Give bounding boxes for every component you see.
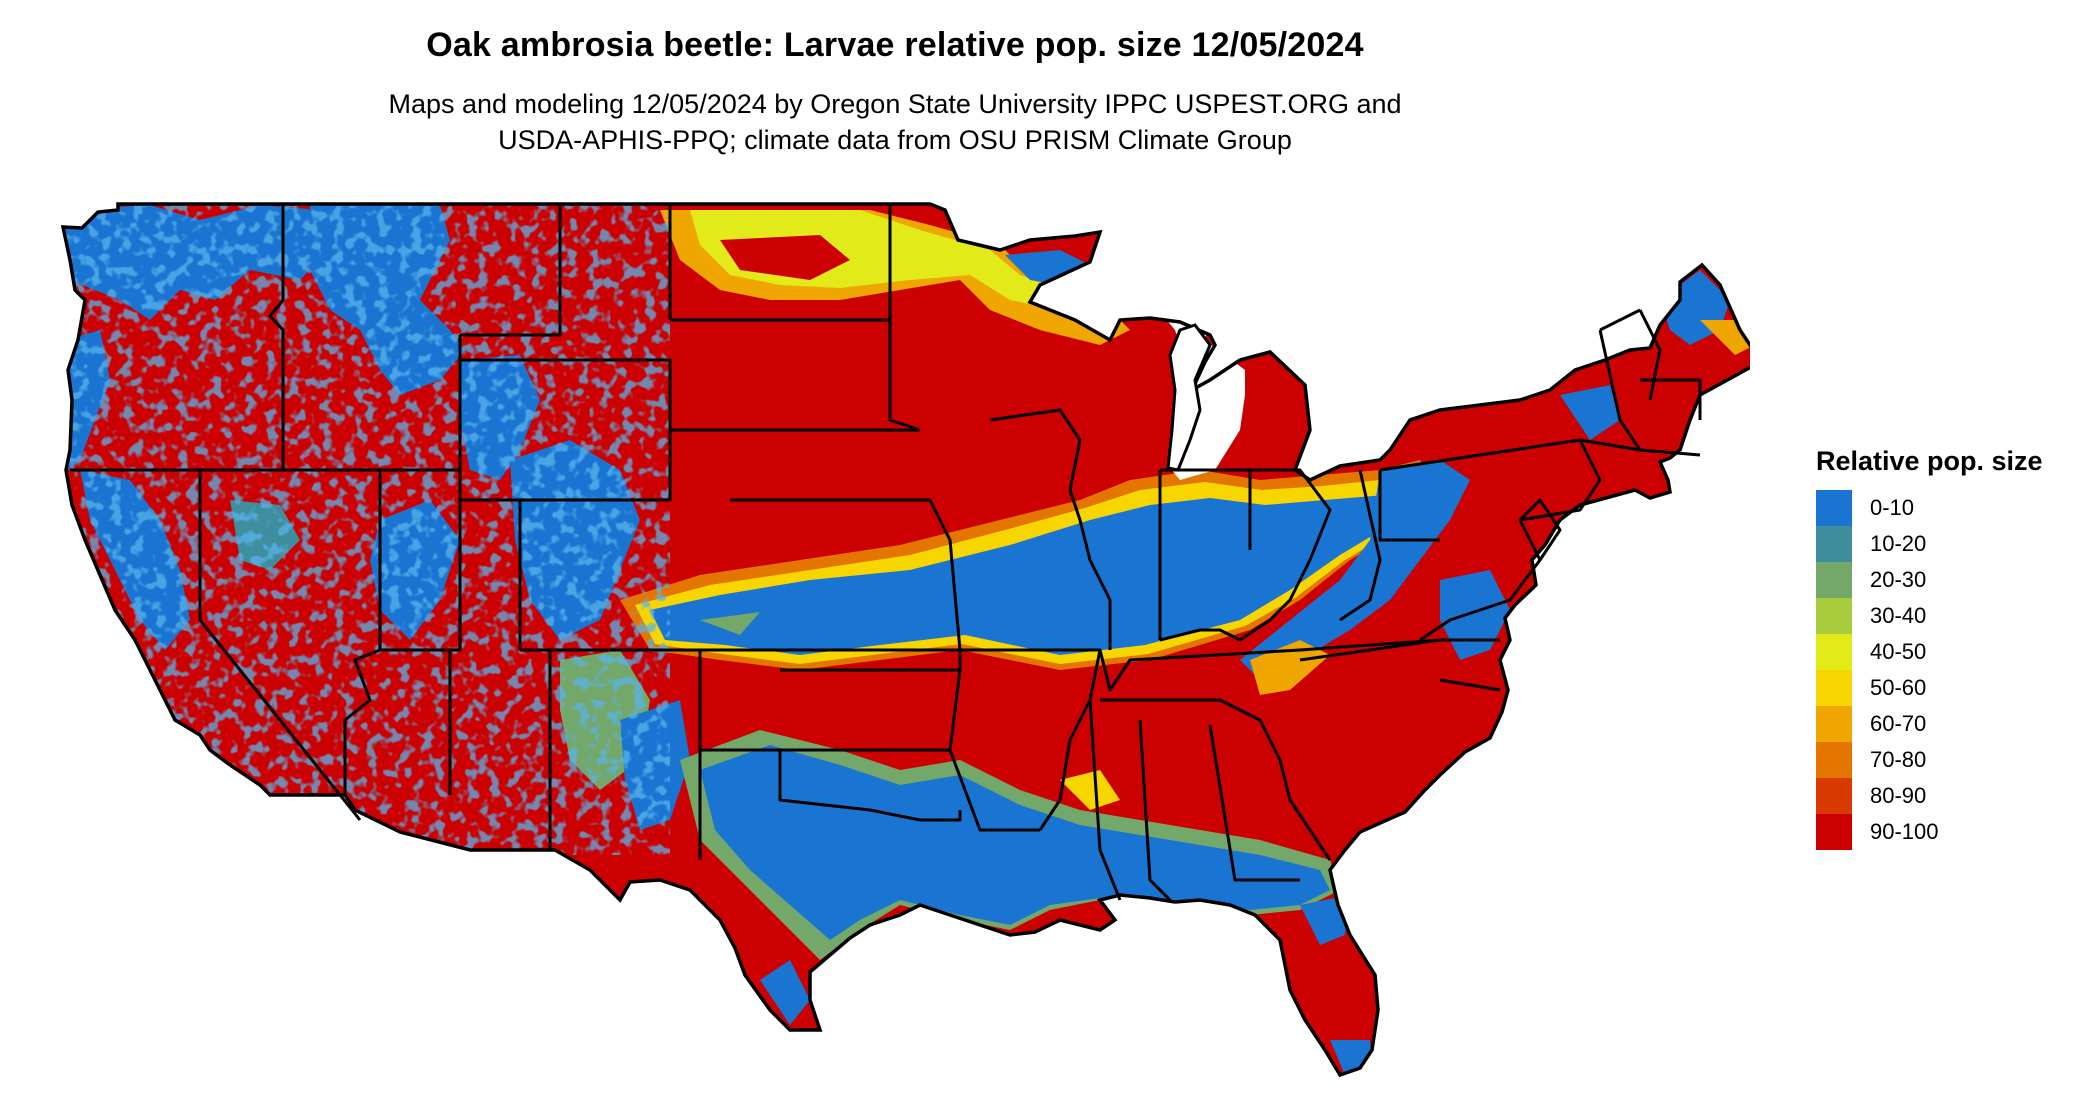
heat-layer (63, 204, 1750, 1075)
legend-item: 80-90 (1816, 778, 2086, 814)
legend-swatch (1816, 670, 1852, 706)
subtitle-line-2: USDA-APHIS-PPQ; climate data from OSU PR… (498, 125, 1292, 155)
legend-swatch (1816, 490, 1852, 526)
legend-label: 0-10 (1870, 495, 1915, 520)
legend-label: 30-40 (1870, 603, 1927, 628)
legend-label: 70-80 (1870, 747, 1927, 772)
legend: Relative pop. size 0-10 10-20 20-30 30-40 40… (1816, 446, 2086, 850)
legend-label: 20-30 (1870, 567, 1927, 592)
subtitle-line-1: Maps and modeling 12/05/2024 by Oregon S… (388, 89, 1402, 119)
legend-swatch (1816, 562, 1852, 598)
map-subtitle: Maps and modeling 12/05/2024 by Oregon S… (0, 86, 1790, 158)
legend-items: 0-10 10-20 20-30 30-40 40-50 50-60 60-70 70-80 8… (1816, 490, 2086, 850)
legend-item: 60-70 (1816, 706, 2086, 742)
legend-swatch (1816, 814, 1852, 850)
legend-label: 50-60 (1870, 675, 1927, 700)
legend-item: 10-20 (1816, 526, 2086, 562)
legend-swatch (1816, 598, 1852, 634)
legend-label: 90-100 (1870, 819, 1939, 844)
map-title: Oak ambrosia beetle: Larvae relative pop… (426, 26, 1364, 64)
lake-michigan (1166, 323, 1212, 472)
legend-item: 30-40 (1816, 598, 2086, 634)
legend-swatch (1816, 526, 1852, 562)
legend-item: 0-10 (1816, 490, 2086, 526)
legend-title: Relative pop. size (1816, 446, 2043, 476)
legend-item: 20-30 (1816, 562, 2086, 598)
legend-item: 70-80 (1816, 742, 2086, 778)
legend-label: 40-50 (1870, 639, 1927, 664)
legend-swatch (1816, 742, 1852, 778)
legend-item: 40-50 (1816, 634, 2086, 670)
legend-item: 90-100 (1816, 814, 2086, 850)
legend-label: 80-90 (1870, 783, 1927, 808)
legend-swatch (1816, 706, 1852, 742)
state-boundaries (70, 202, 1702, 902)
legend-swatch (1816, 634, 1852, 670)
us-map (61, 202, 1750, 1077)
legend-label: 60-70 (1870, 711, 1927, 736)
legend-label: 10-20 (1870, 531, 1927, 556)
legend-swatch (1816, 778, 1852, 814)
legend-item: 50-60 (1816, 670, 2086, 706)
